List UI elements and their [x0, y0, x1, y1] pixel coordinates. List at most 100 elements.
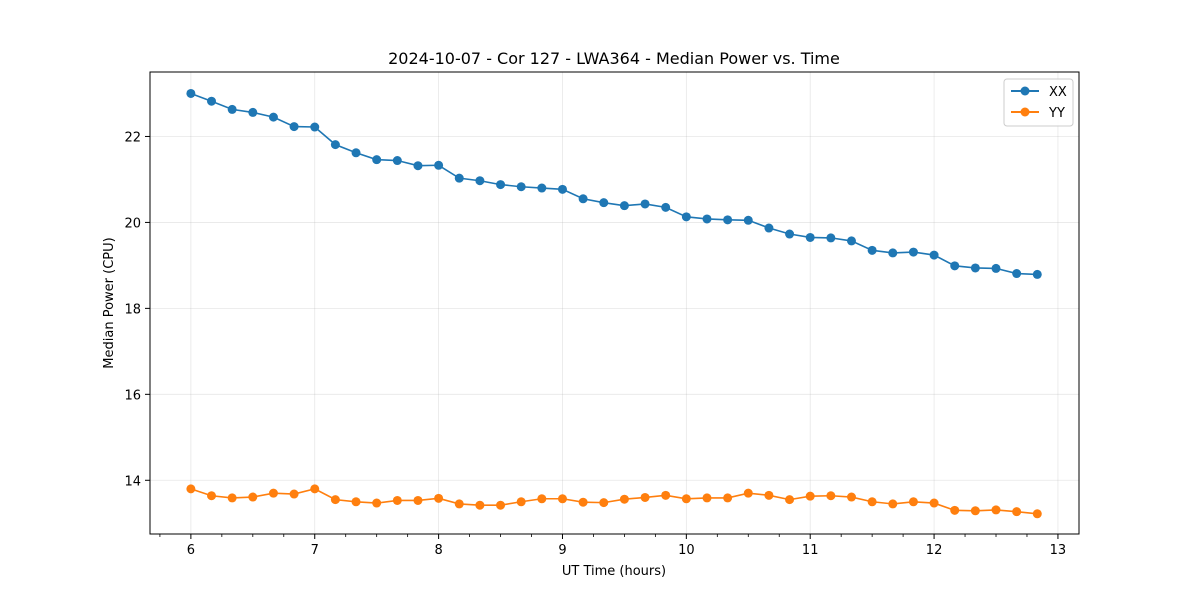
data-point-xx [207, 96, 217, 106]
data-point-yy [372, 498, 382, 508]
legend-xx-label: XX [1049, 85, 1067, 100]
data-point-yy [785, 495, 795, 505]
data-point-xx [970, 263, 980, 273]
data-point-yy [1032, 509, 1042, 519]
series-xx [186, 88, 1042, 279]
data-point-yy [723, 493, 733, 503]
x-tick-label: 13 [1050, 543, 1067, 558]
data-point-yy [929, 498, 939, 508]
data-point-yy [743, 488, 753, 498]
data-point-xx [557, 184, 567, 194]
data-point-yy [289, 489, 299, 499]
data-point-xx [351, 148, 361, 158]
data-point-yy [516, 497, 526, 507]
data-point-xx [475, 176, 485, 186]
data-point-xx [908, 247, 918, 257]
data-point-xx [434, 160, 444, 170]
data-point-yy [640, 492, 650, 502]
y-tick-label: 20 [124, 216, 141, 231]
data-point-yy [268, 488, 278, 498]
data-point-yy [227, 493, 237, 503]
y-axis: 14 16 18 20 22 [124, 130, 150, 489]
data-point-yy [557, 494, 567, 504]
data-point-yy [186, 484, 196, 494]
data-point-yy [578, 497, 588, 507]
data-point-xx [867, 245, 877, 255]
data-point-yy [454, 499, 464, 509]
chart-title: 2024-10-07 - Cor 127 - LWA364 - Median P… [388, 49, 840, 68]
x-tick-label: 7 [311, 543, 319, 558]
y-tick-label: 18 [124, 302, 141, 317]
data-point-xx [826, 233, 836, 243]
data-point-yy [330, 495, 340, 505]
data-point-xx [289, 122, 299, 132]
data-point-yy [248, 492, 258, 502]
data-point-yy [846, 492, 856, 502]
data-point-xx [1012, 269, 1022, 279]
x-axis: 6 7 8 9 10 11 12 13 [159, 534, 1067, 558]
data-point-yy [496, 500, 506, 510]
data-point-xx [619, 201, 629, 211]
data-point-yy [970, 506, 980, 516]
data-point-xx [764, 223, 774, 233]
series-yy [186, 484, 1042, 519]
data-point-xx [950, 261, 960, 271]
data-point-xx [537, 183, 547, 193]
data-point-yy [434, 493, 444, 503]
y-axis-label: Median Power (CPU) [102, 237, 117, 368]
y-tick-label: 22 [124, 130, 141, 145]
data-point-yy [475, 500, 485, 510]
data-point-yy [991, 505, 1001, 515]
y-tick-label: 16 [124, 388, 141, 403]
data-point-xx [599, 198, 609, 208]
data-point-xx [454, 173, 464, 183]
grid [150, 72, 1079, 534]
data-point-yy [764, 490, 774, 500]
legend-yy-marker [1020, 107, 1030, 117]
data-point-yy [805, 491, 815, 501]
data-point-xx [888, 248, 898, 258]
data-point-xx [413, 161, 423, 171]
data-point-xx [578, 194, 588, 204]
data-point-yy [888, 499, 898, 509]
data-point-xx [785, 229, 795, 239]
data-point-yy [310, 484, 320, 494]
data-point-xx [702, 214, 712, 224]
data-point-xx [1032, 269, 1042, 279]
data-point-xx [186, 88, 196, 98]
data-point-yy [661, 490, 671, 500]
data-point-xx [372, 155, 382, 165]
series-line-xx [190, 92, 1038, 276]
data-point-yy [392, 495, 402, 505]
data-point-yy [702, 493, 712, 503]
data-point-xx [227, 104, 237, 114]
x-tick-label: 8 [434, 543, 442, 558]
data-point-xx [805, 232, 815, 242]
data-point-xx [846, 236, 856, 246]
data-point-xx [681, 212, 691, 222]
x-tick-label: 6 [187, 543, 195, 558]
data-point-xx [310, 122, 320, 132]
data-point-yy [1012, 507, 1022, 517]
data-point-yy [867, 497, 877, 507]
data-point-xx [268, 112, 278, 122]
data-point-yy [537, 494, 547, 504]
y-tick-label: 14 [124, 474, 141, 489]
data-point-yy [413, 495, 423, 505]
data-point-xx [929, 250, 939, 260]
data-point-xx [248, 107, 258, 117]
legend: XX YY [1003, 78, 1074, 127]
x-tick-label: 9 [558, 543, 566, 558]
series-layer [186, 88, 1042, 519]
data-point-xx [330, 140, 340, 150]
data-point-yy [351, 497, 361, 507]
data-point-yy [950, 505, 960, 515]
x-axis-label: UT Time (hours) [562, 564, 666, 579]
x-tick-label: 12 [926, 543, 943, 558]
data-point-yy [619, 494, 629, 504]
data-point-xx [661, 202, 671, 212]
data-point-xx [516, 182, 526, 192]
data-point-yy [681, 494, 691, 504]
data-point-xx [723, 215, 733, 225]
